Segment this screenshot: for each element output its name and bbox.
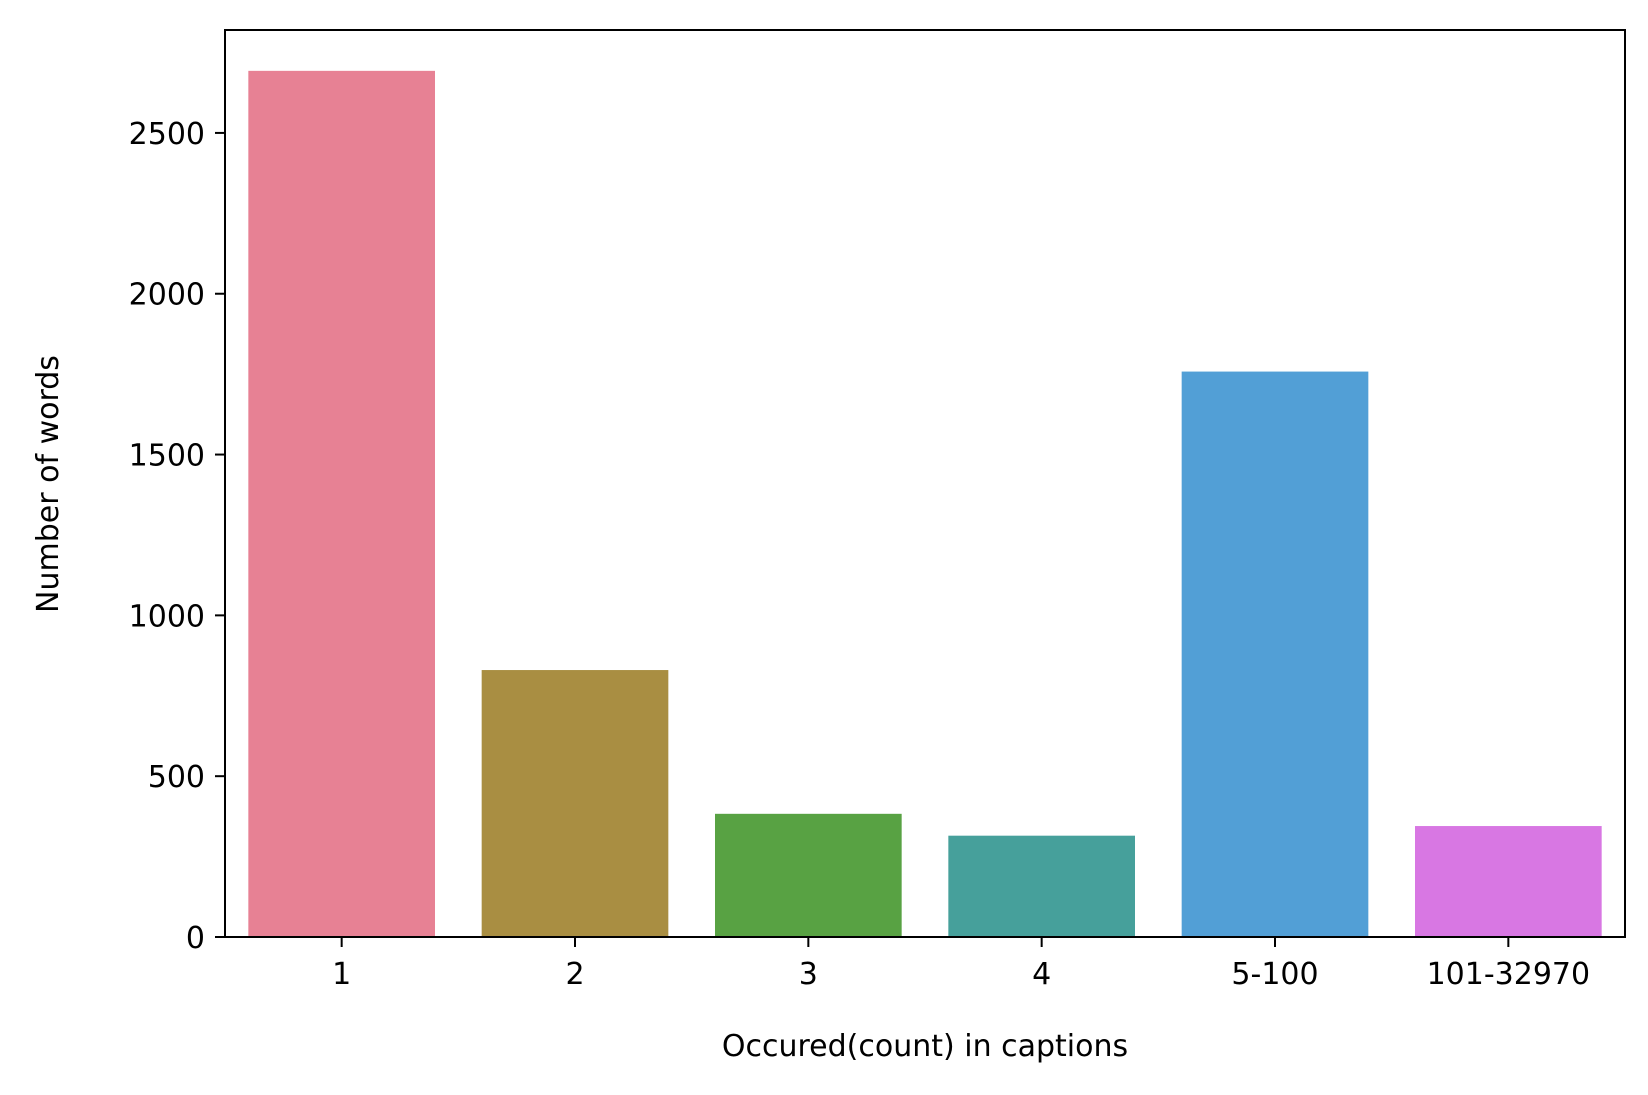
bars-group [248,70,1602,937]
x-tick-label: 4 [1032,957,1051,992]
bar-4 [948,835,1135,937]
bar-101-32970 [1415,826,1602,937]
bar-3 [715,813,902,937]
bar-2 [481,670,669,937]
x-tick-label: 5-100 [1231,957,1318,992]
y-axis-label: Number of words [31,355,66,613]
y-tick-label: 2000 [129,278,205,313]
x-axis: 1 2 3 4 5-100 101-32970 [332,937,1590,992]
y-tick-label: 2500 [129,117,205,152]
y-tick-label: 500 [148,760,205,795]
plot-frame [224,29,1626,938]
x-axis-label: Occured(count) in captions [722,1029,1128,1064]
y-tick-label: 1000 [129,599,205,634]
x-tick-label: 1 [332,957,351,992]
x-tick-label: 2 [565,957,584,992]
y-tick-label: 1500 [129,439,205,474]
bar-1 [248,70,435,937]
y-axis: 0 500 1000 1500 2000 2500 [129,117,225,956]
x-tick-label: 101-32970 [1427,957,1591,992]
y-tick-label: 0 [186,921,205,956]
x-tick-label: 3 [799,957,818,992]
bar-5-100 [1181,371,1369,937]
